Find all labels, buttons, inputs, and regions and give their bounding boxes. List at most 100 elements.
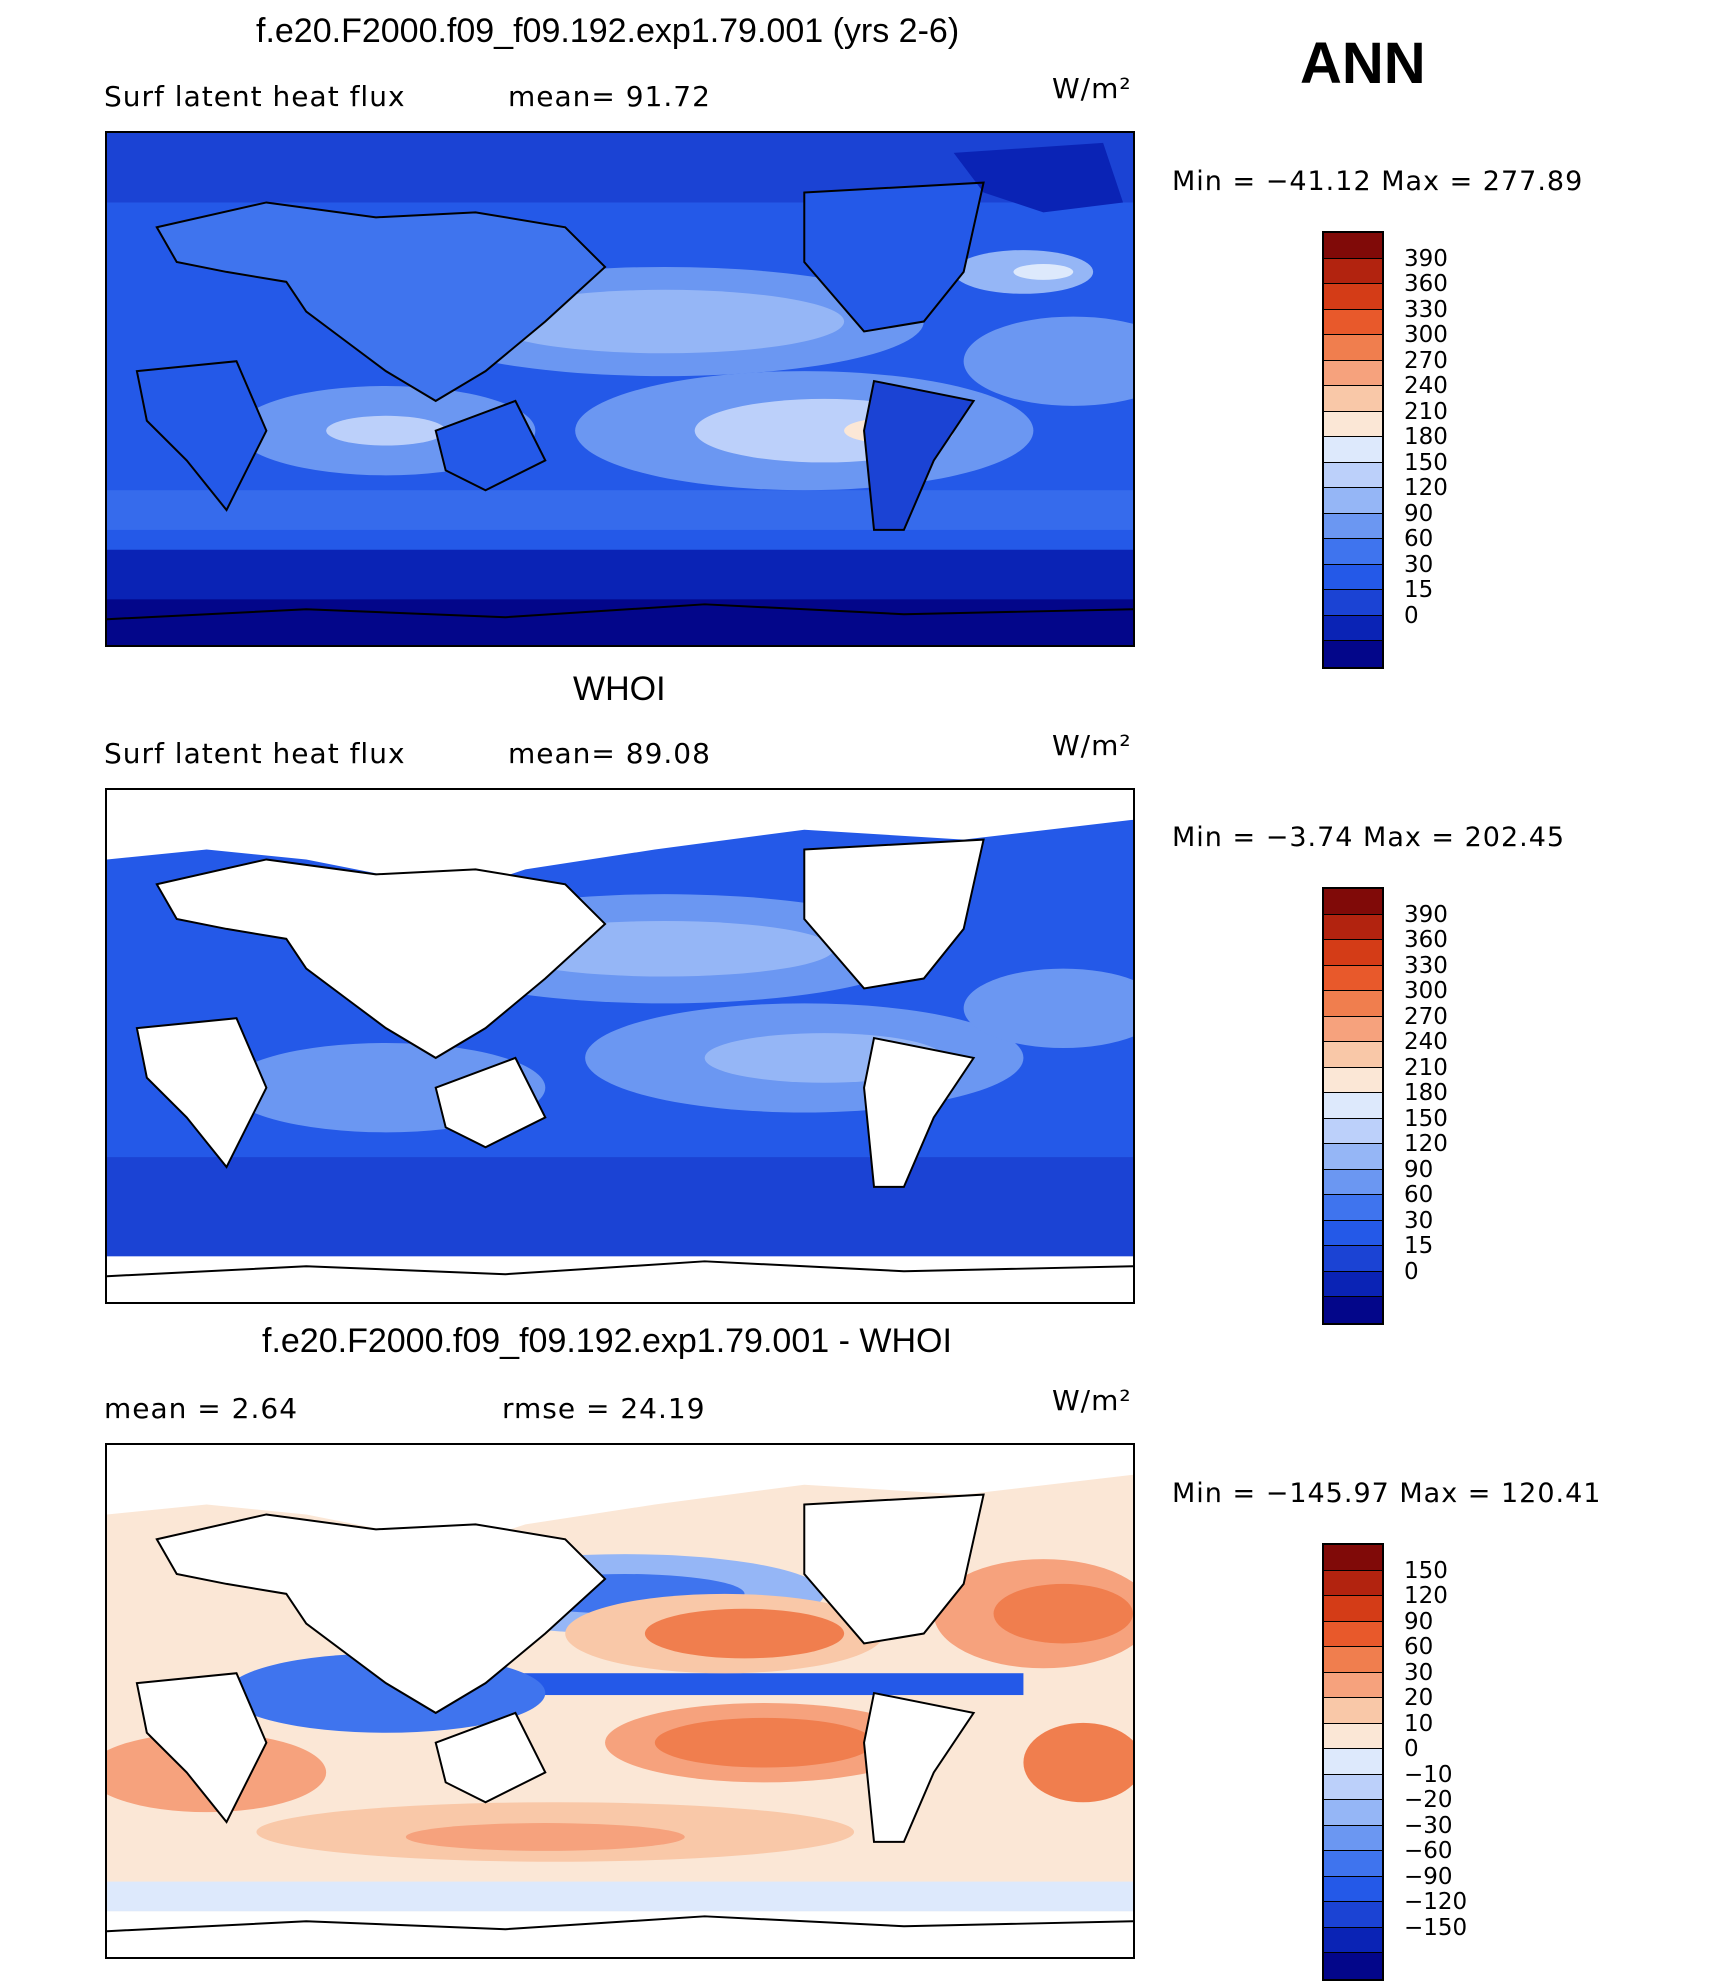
colorbar-tick-label: −30 [1404,1812,1453,1839]
panel3-minmax: Min = −145.97 Max = 120.41 [1172,1478,1602,1509]
colorbar-tick-label: 240 [1404,373,1448,399]
colorbar-swatch [1324,991,1382,1017]
colorbar-tick-label: 60 [1404,1182,1434,1208]
colorbar-swatch [1324,1698,1382,1724]
colorbar-swatch [1324,284,1382,310]
panel2-units: W/m² [1052,729,1132,762]
colorbar-swatch [1324,1596,1382,1622]
colorbar-swatch [1324,539,1382,565]
colorbar-tick-label: 210 [1404,398,1448,425]
colorbar-tick-label: 270 [1404,1003,1448,1030]
colorbar-tick-label: 0 [1404,602,1419,629]
colorbar-tick-label: 15 [1404,577,1434,603]
panel3-title: f.e20.F2000.f09_f09.192.exp1.79.001 - WH… [262,1322,952,1360]
colorbar-swatch [1324,1851,1382,1877]
colorbar-swatch [1324,1016,1382,1042]
panel2-mean-label: mean= 89.08 [508,737,711,770]
panel3-map [105,1443,1135,1959]
colorbar-tick-label: 120 [1404,475,1448,501]
colorbar-tick-label: 240 [1404,1029,1448,1055]
colorbar-swatch [1324,513,1382,539]
colorbar-swatch [1324,1774,1382,1800]
colorbar-swatch [1324,1927,1382,1953]
panel1-minmax: Min = −41.12 Max = 277.89 [1172,166,1584,197]
colorbar-tick-label: 300 [1404,978,1448,1004]
panel1-units: W/m² [1052,72,1132,105]
colorbar-swatch [1324,1800,1382,1826]
colorbar-tick-label: 180 [1404,424,1448,450]
season-label: ANN [1300,31,1426,96]
colorbar-swatch [1324,1118,1382,1144]
colorbar-swatch [1324,1067,1382,1093]
colorbar-swatch [1324,411,1382,437]
colorbar-tick-label: 150 [1404,449,1448,476]
panel2-map [105,788,1135,1304]
panel1-title: f.e20.F2000.f09_f09.192.exp1.79.001 (yrs… [256,12,960,50]
colorbar-swatch [1324,1297,1382,1323]
colorbar-tick-label: 270 [1404,347,1448,374]
colorbar-tick-label: 120 [1404,1131,1448,1157]
colorbar-tick-label: 0 [1404,1258,1419,1285]
colorbar-tick-label: −10 [1404,1761,1453,1788]
colorbar-swatch [1324,1093,1382,1119]
colorbar-tick-label: 360 [1404,271,1448,297]
colorbar-swatch [1324,360,1382,386]
colorbar-tick-label: −150 [1404,1914,1468,1941]
colorbar-swatch [1324,1723,1382,1749]
colorbar-tick-label: 60 [1404,526,1434,552]
colorbar-tick-label: 150 [1404,1105,1448,1132]
colorbar-tick-label: 90 [1404,500,1434,527]
colorbar-swatch [1324,437,1382,463]
colorbar-swatch [1324,1876,1382,1902]
colorbar-swatch [1324,615,1382,641]
panel2-colorbar [1322,887,1384,1325]
colorbar-tick-label: 330 [1404,952,1448,979]
panel2-map-svg [107,790,1133,1302]
panel3-rmse-label: rmse = 24.19 [502,1392,706,1425]
colorbar-tick-label: 30 [1404,551,1434,578]
colorbar-swatch [1324,1220,1382,1246]
colorbar-tick-label: 150 [1404,1557,1448,1584]
colorbar-tick-label: −90 [1404,1863,1453,1890]
colorbar-tick-label: 30 [1404,1659,1434,1686]
colorbar-tick-label: 90 [1404,1156,1434,1183]
colorbar-swatch [1324,233,1382,259]
colorbar-tick-label: 0 [1404,1736,1419,1762]
colorbar-swatch [1324,1902,1382,1928]
colorbar-tick-label: 90 [1404,1608,1434,1635]
colorbar-swatch [1324,1621,1382,1647]
colorbar-swatch [1324,1246,1382,1272]
colorbar-swatch [1324,1825,1382,1851]
colorbar-tick-label: 15 [1404,1233,1434,1259]
colorbar-tick-label: −20 [1404,1787,1453,1813]
colorbar-tick-label: 330 [1404,296,1448,323]
colorbar-swatch [1324,462,1382,488]
colorbar-swatch [1324,1271,1382,1297]
colorbar-swatch [1324,258,1382,284]
colorbar-swatch [1324,889,1382,915]
panel3-map-svg [107,1445,1133,1957]
panel3-mean-label: mean = 2.64 [104,1392,299,1425]
colorbar-swatch [1324,1545,1382,1571]
panel1-map-svg [107,133,1133,645]
colorbar-swatch [1324,309,1382,335]
colorbar-swatch [1324,1570,1382,1596]
colorbar-swatch [1324,1195,1382,1221]
colorbar-swatch [1324,940,1382,966]
colorbar-tick-label: 180 [1404,1080,1448,1106]
panel2-minmax: Min = −3.74 Max = 202.45 [1172,822,1566,853]
colorbar-tick-label: 20 [1404,1685,1434,1711]
panel2-variable-label: Surf latent heat flux [104,737,406,770]
colorbar-swatch [1324,564,1382,590]
colorbar-tick-label: −120 [1404,1889,1468,1915]
panel1-colorbar [1322,231,1384,669]
colorbar-swatch [1324,335,1382,361]
colorbar-tick-label: 360 [1404,927,1448,953]
colorbar-swatch [1324,1144,1382,1170]
panel2-title: WHOI [573,670,666,708]
colorbar-swatch [1324,1672,1382,1698]
colorbar-swatch [1324,641,1382,667]
panel1-mean-label: mean= 91.72 [508,80,711,113]
colorbar-tick-label: 300 [1404,322,1448,348]
panel1-variable-label: Surf latent heat flux [104,80,406,113]
